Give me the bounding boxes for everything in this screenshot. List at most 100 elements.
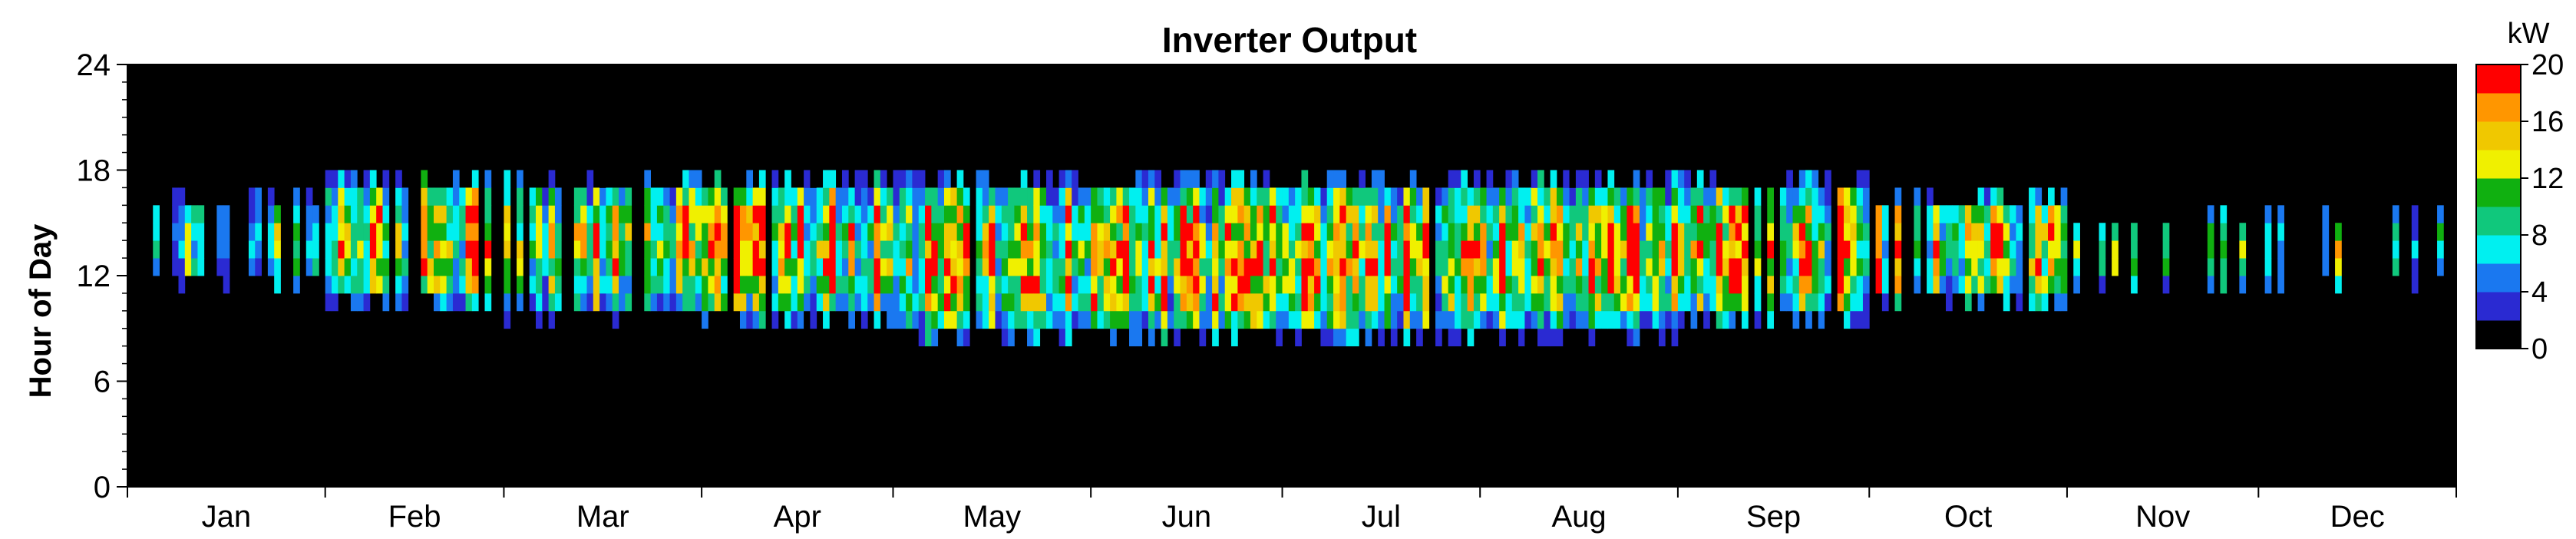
heatmap-cell [1742, 240, 1749, 259]
heatmap-cell [880, 223, 887, 241]
heatmap-cell [465, 258, 473, 276]
heatmap-cell [925, 310, 932, 329]
heatmap-cell [2207, 205, 2214, 223]
heatmap-cell [1563, 170, 1570, 188]
heatmap-cell [721, 205, 728, 223]
heatmap-cell [1212, 258, 1219, 276]
heatmap-cell [2035, 187, 2043, 206]
heatmap-cell [995, 310, 1002, 329]
heatmap-cell [778, 293, 785, 312]
heatmap-cell [184, 258, 192, 276]
heatmap-cell [1958, 205, 1966, 223]
heatmap-cell [1792, 293, 1800, 312]
heatmap-cell [1499, 328, 1506, 347]
heatmap-cell [1078, 240, 1085, 259]
heatmap-cell [452, 276, 460, 294]
heatmap-cell [363, 170, 371, 188]
heatmap-cell [791, 205, 798, 223]
heatmap-cell [995, 223, 1002, 241]
heatmap-cell [2010, 240, 2016, 259]
heatmap-cell [529, 293, 537, 312]
colorbar-tick-label: 16 [2531, 106, 2564, 138]
heatmap-cell [1658, 276, 1666, 294]
heatmap-cell [1996, 187, 2004, 206]
x-tick-label: Apr [774, 500, 821, 534]
heatmap-cell [1078, 187, 1085, 206]
heatmap-cell [943, 293, 951, 312]
heatmap-cell [369, 223, 377, 241]
heatmap-cell [1435, 205, 1442, 223]
heatmap-cell [1339, 240, 1347, 259]
heatmap-cell [1339, 205, 1347, 223]
heatmap-cell [1180, 205, 1187, 223]
heatmap-cell [1958, 240, 1966, 259]
heatmap-cell [912, 187, 920, 206]
heatmap-cell [178, 223, 186, 241]
heatmap-cell [1665, 187, 1672, 206]
heatmap-cell [593, 276, 600, 294]
heatmap-cell [1467, 310, 1475, 329]
heatmap-cell [1779, 240, 1787, 259]
heatmap-cell [1193, 170, 1200, 188]
heatmap-cell [1091, 187, 1098, 206]
heatmap-cell [625, 187, 632, 206]
heatmap-cell [1161, 205, 1168, 223]
heatmap-cell [1276, 293, 1283, 312]
heatmap-cell [1627, 293, 1634, 312]
heatmap-cell [1601, 293, 1608, 312]
heatmap-cell [1301, 293, 1309, 312]
heatmap-cell [2264, 258, 2272, 276]
heatmap-cell [1850, 310, 1858, 329]
heatmap-cell [1856, 293, 1864, 312]
heatmap-cell [937, 170, 945, 188]
heatmap-cell [573, 223, 581, 241]
heatmap-cell [752, 310, 760, 329]
heatmap-cell [804, 205, 811, 223]
heatmap-cell [835, 187, 843, 206]
heatmap-cell [1148, 293, 1155, 312]
heatmap-cell [1844, 310, 1851, 329]
heatmap-cell [452, 293, 460, 312]
heatmap-cell [1072, 205, 1078, 223]
heatmap-cell [1627, 205, 1634, 223]
heatmap-cell [223, 258, 230, 276]
x-tick-label: Aug [1551, 500, 1606, 534]
y-tick-label: 6 [94, 365, 111, 399]
heatmap-cell [1378, 170, 1385, 188]
heatmap-cell [376, 240, 383, 259]
heatmap-cell [752, 293, 760, 312]
heatmap-cell [1640, 205, 1646, 223]
heatmap-cell [1161, 328, 1168, 347]
heatmap-cell [1122, 276, 1130, 294]
heatmap-cell [216, 240, 224, 259]
heatmap-cell [153, 258, 160, 276]
heatmap-cell [1237, 293, 1245, 312]
heatmap-cell [1378, 328, 1385, 347]
heatmap-cell [771, 310, 779, 329]
heatmap-cell [1511, 293, 1519, 312]
heatmap-cell [1065, 223, 1072, 241]
heatmap-cell [2010, 258, 2016, 276]
heatmap-cell [1269, 293, 1276, 312]
heatmap-cell [1097, 240, 1105, 259]
heatmap-cell [593, 240, 600, 259]
heatmap-cell [689, 170, 696, 188]
heatmap-cell [1058, 170, 1066, 188]
heatmap-cell [1518, 187, 1525, 206]
heatmap-cell [1652, 240, 1660, 259]
heatmap-cell [1729, 310, 1736, 329]
heatmap-cell [1346, 240, 1353, 259]
heatmap-cell [899, 170, 907, 188]
heatmap-cell [471, 170, 479, 188]
heatmap-cell [1250, 310, 1257, 329]
heatmap-cell [1110, 328, 1117, 347]
heatmap-cell [1537, 187, 1544, 206]
heatmap-cell [1403, 205, 1411, 223]
heatmap-cell [1224, 240, 1232, 259]
heatmap-cell [1607, 240, 1615, 259]
heatmap-cell [2060, 240, 2068, 259]
heatmap-cell [1722, 240, 1729, 259]
heatmap-cell [1154, 276, 1161, 294]
heatmap-cell [1709, 187, 1717, 206]
heatmap-cell [1052, 310, 1059, 329]
